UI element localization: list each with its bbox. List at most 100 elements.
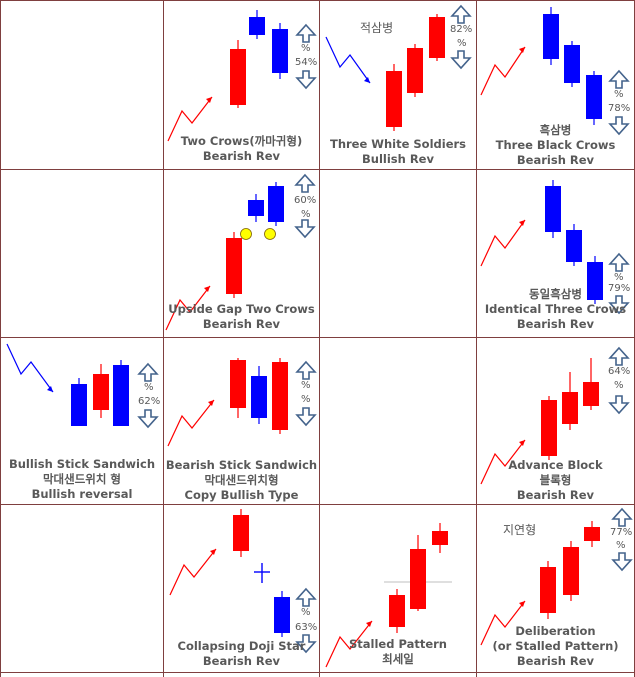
up-arrow-icon xyxy=(611,507,633,527)
candle-bear xyxy=(248,200,264,216)
pct-up: % xyxy=(614,272,624,283)
deliberation-chart xyxy=(480,507,633,646)
cell-three-white-soldiers: 적삼병 82% % Three White Soldiers Bullish R… xyxy=(320,1,476,169)
candle-bull xyxy=(389,595,405,627)
cell-stalled-pattern: Stalled Pattern 최세일 xyxy=(320,505,476,672)
bullish-stick-sandwich-chart xyxy=(6,343,159,429)
down-arrow-icon xyxy=(608,295,630,315)
trend-arrowhead xyxy=(519,47,525,53)
candle-bull xyxy=(432,531,448,545)
candle-bull xyxy=(429,17,445,58)
trend-arrowhead xyxy=(364,77,370,83)
gap-marker-dot xyxy=(240,228,252,240)
trend-arrow xyxy=(6,343,54,393)
pct-up: % xyxy=(301,607,311,618)
trend-arrowhead xyxy=(519,220,525,226)
candle-bull xyxy=(272,362,288,430)
candle-bear xyxy=(71,384,87,426)
up-arrow-icon xyxy=(608,69,630,89)
up-arrow-icon xyxy=(137,362,159,382)
label-line-2: Bearish Rev xyxy=(202,317,281,331)
label-line-1: Three White Soldiers xyxy=(329,137,467,151)
down-arrow-icon xyxy=(611,552,633,572)
label-line-1: Bullish Stick Sandwich xyxy=(8,457,156,471)
pct-down: 63% xyxy=(295,622,318,633)
pct-down: 79% xyxy=(608,283,631,294)
down-arrow-icon xyxy=(137,409,159,429)
up-arrow-icon xyxy=(295,23,317,43)
label-line-3: Bullish reversal xyxy=(31,487,133,501)
three-black-crows-chart xyxy=(480,7,630,136)
trend-arrowhead xyxy=(208,400,214,406)
label-line-3: Bearish Rev xyxy=(516,488,595,502)
two-crows-chart xyxy=(167,10,317,142)
pct-down: 62% xyxy=(138,396,161,407)
label-line-1: Stalled Pattern xyxy=(349,637,447,651)
trend-arrow xyxy=(480,600,526,646)
pct-down: 54% xyxy=(295,57,318,68)
candle-bull xyxy=(540,567,556,613)
pct-up: 64% xyxy=(608,366,631,377)
label-line-1: 흑삼병 xyxy=(539,123,572,137)
trend-arrow xyxy=(325,620,373,668)
pct-down: 78% xyxy=(608,103,631,114)
candle-bear xyxy=(564,45,580,83)
pct-down: % xyxy=(614,380,624,391)
candle-bear xyxy=(274,597,290,633)
label-line-2: 막대샌드위치형 xyxy=(204,473,279,487)
candle-bull xyxy=(226,238,242,294)
label-line-2: Three Black Crows xyxy=(495,138,616,152)
korean-name: 지연형 xyxy=(503,523,537,537)
trend-arrowhead xyxy=(519,440,525,446)
label-line-1: Bearish Stick Sandwich xyxy=(165,458,318,472)
trend-arrow xyxy=(480,439,526,485)
up-arrow-icon xyxy=(294,173,316,193)
candle-bear xyxy=(587,262,603,300)
candle-bull xyxy=(562,392,578,424)
pct-down: % xyxy=(457,38,467,49)
candle-bull xyxy=(230,360,246,408)
korean-name: 적삼병 xyxy=(360,21,394,35)
trend-arrowhead xyxy=(204,286,210,292)
label-line-1: Collapsing Doji Star xyxy=(177,639,306,653)
bearish-stick-sandwich-chart xyxy=(167,358,317,447)
candle-bull xyxy=(584,527,600,541)
cell-bullish-stick-sandwich: % 62% Bullish Stick Sandwich 막대샌드위치 형 Bu… xyxy=(1,338,163,504)
label-line-3: Bearish Rev xyxy=(516,153,595,167)
pct-up: 60% xyxy=(294,195,317,206)
candle-bear xyxy=(113,365,129,426)
label-line-1: Advance Block xyxy=(508,458,603,472)
label-line-1: Two Crows(까마귀형) xyxy=(180,134,303,148)
candle-bull xyxy=(93,374,109,410)
down-arrow-icon xyxy=(450,50,472,70)
down-arrow-icon xyxy=(295,407,317,427)
trend-arrow xyxy=(480,219,526,267)
cell-three-black-crows: % 78% 흑삼병 Three Black Crows Bearish Rev xyxy=(477,1,634,169)
cell-collapsing-doji-star: % 63% Collapsing Doji Star Bearish Rev xyxy=(164,505,319,672)
label-line-1: Upside Gap Two Crows xyxy=(168,302,315,316)
trend-arrow xyxy=(325,36,371,84)
pct-up: % xyxy=(301,43,311,54)
candle-bear xyxy=(566,230,582,262)
candle-bull xyxy=(407,48,423,93)
down-arrow-icon xyxy=(295,70,317,90)
up-arrow-icon xyxy=(295,587,317,607)
cell-two-crows: % 54% Two Crows(까마귀형) Bearish Rev xyxy=(164,1,319,169)
candle-bull xyxy=(541,400,557,456)
cell-identical-three-crows: % 79% 동일흑삼병 Identical Three Crows Bearis… xyxy=(477,170,634,337)
label-line-2: 블록형 xyxy=(539,473,572,487)
upside-gap-two-crows-chart xyxy=(165,173,316,331)
candle-bull xyxy=(233,515,249,551)
pct-up: % xyxy=(614,89,624,100)
pct-up: 77% xyxy=(610,527,633,538)
up-arrow-icon xyxy=(608,346,630,366)
cell-bearish-stick-sandwich: % % Bearish Stick Sandwich 막대샌드위치형 Copy … xyxy=(164,338,319,504)
label-line-2: Bearish Rev xyxy=(202,654,281,668)
trend-arrowhead xyxy=(206,97,212,103)
label-line-3: Bearish Rev xyxy=(516,317,595,331)
label-line-1: 동일흑삼병 xyxy=(529,287,582,301)
candle-bull xyxy=(563,547,579,595)
down-arrow-icon xyxy=(294,219,316,239)
candle-bull xyxy=(410,549,426,609)
